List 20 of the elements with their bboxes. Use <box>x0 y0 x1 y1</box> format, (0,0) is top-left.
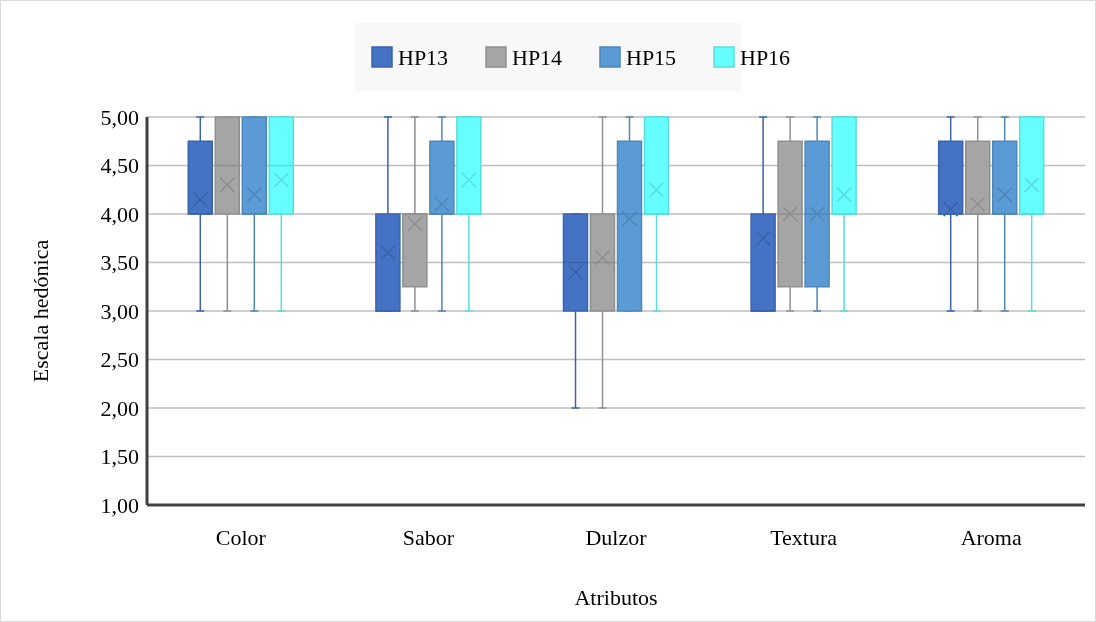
legend-label: HP13 <box>398 44 449 70</box>
y-tick-label: 2,50 <box>100 347 139 373</box>
x-tick-label: Textura <box>770 525 838 550</box>
y-tick-label: 1,50 <box>100 444 139 470</box>
x-tick-label: Color <box>215 525 267 550</box>
legend-label: HP16 <box>740 44 791 70</box>
y-tick-label: 4,50 <box>100 153 139 179</box>
y-tick-label: 4,00 <box>100 201 139 227</box>
y-axis-title: Escala hedónica <box>28 239 53 383</box>
y-tick-label: 3,50 <box>100 250 139 276</box>
y-tick-label: 2,00 <box>100 395 139 421</box>
x-tick-label: Dulzor <box>585 525 648 550</box>
y-tick-label: 5,00 <box>100 104 139 130</box>
x-tick-label: Aroma <box>960 525 1022 550</box>
legend-label: HP14 <box>512 44 563 70</box>
y-tick-label: 1,00 <box>100 492 139 518</box>
y-tick-label: 3,00 <box>100 298 139 324</box>
x-axis-title: Atributos <box>574 585 658 610</box>
legend-label: HP15 <box>626 44 677 70</box>
x-tick-label: Sabor <box>402 525 455 550</box>
